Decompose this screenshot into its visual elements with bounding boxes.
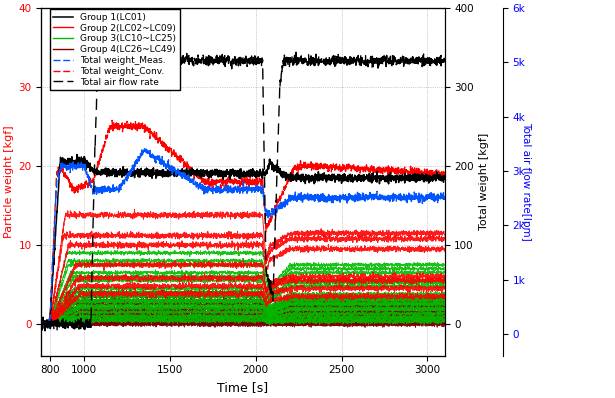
Y-axis label: Total weight [kgf]: Total weight [kgf] xyxy=(480,133,490,230)
X-axis label: Time [s]: Time [s] xyxy=(217,381,268,394)
Y-axis label: Particle weight [kgf]: Particle weight [kgf] xyxy=(4,125,14,238)
Legend: Group 1(LC01), Group 2(LC02~LC09), Group 3(LC10~LC25), Group 4(LC26~LC49), Total: Group 1(LC01), Group 2(LC02~LC09), Group… xyxy=(50,9,180,90)
Y-axis label: Total air flow rate[lpm]: Total air flow rate[lpm] xyxy=(521,123,531,241)
